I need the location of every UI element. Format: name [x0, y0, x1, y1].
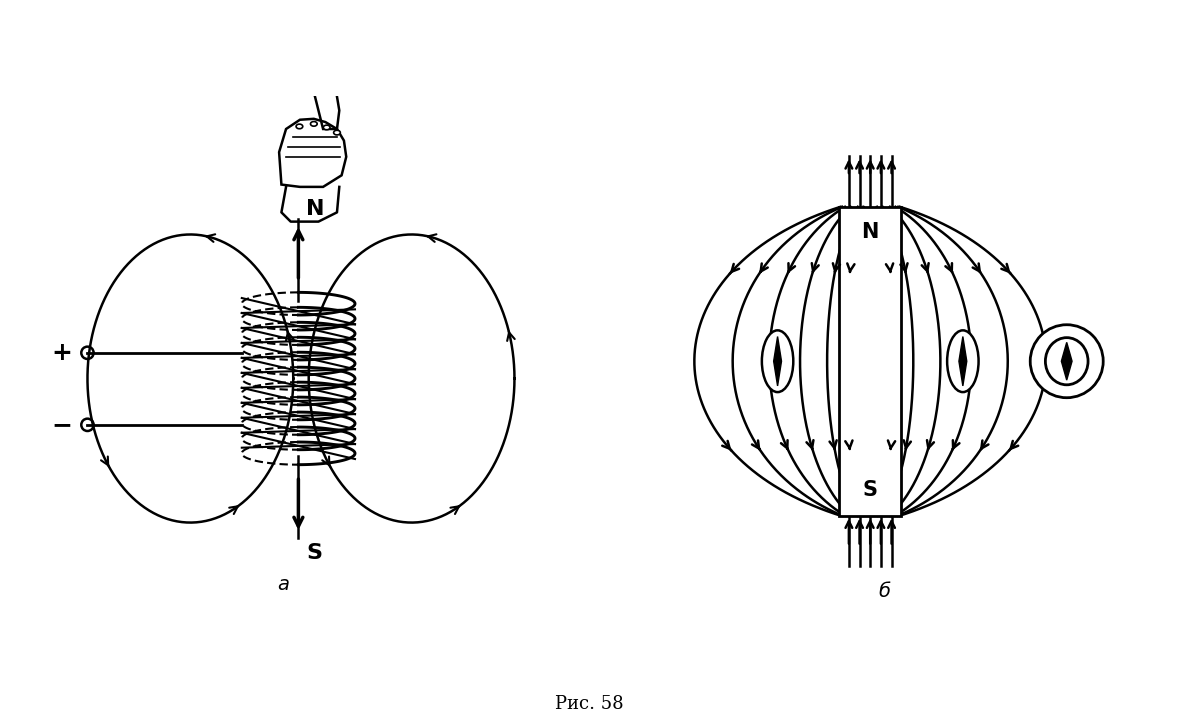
Text: б: б — [878, 582, 890, 601]
Polygon shape — [1061, 342, 1072, 380]
Text: +: + — [52, 341, 72, 365]
Text: N: N — [862, 222, 878, 242]
Bar — [839, 207, 901, 516]
Circle shape — [1030, 325, 1104, 397]
Polygon shape — [773, 336, 782, 386]
Text: а: а — [277, 575, 289, 594]
Text: S: S — [307, 543, 322, 563]
Text: Рис. 58: Рис. 58 — [555, 695, 624, 713]
Ellipse shape — [1046, 338, 1088, 384]
Ellipse shape — [310, 122, 317, 126]
Polygon shape — [959, 336, 967, 386]
Ellipse shape — [296, 124, 303, 129]
Ellipse shape — [334, 130, 341, 135]
Ellipse shape — [762, 330, 793, 392]
Ellipse shape — [947, 330, 979, 392]
Text: −: − — [51, 413, 72, 437]
Text: S: S — [863, 480, 877, 500]
Text: N: N — [307, 199, 324, 219]
Ellipse shape — [323, 125, 330, 130]
